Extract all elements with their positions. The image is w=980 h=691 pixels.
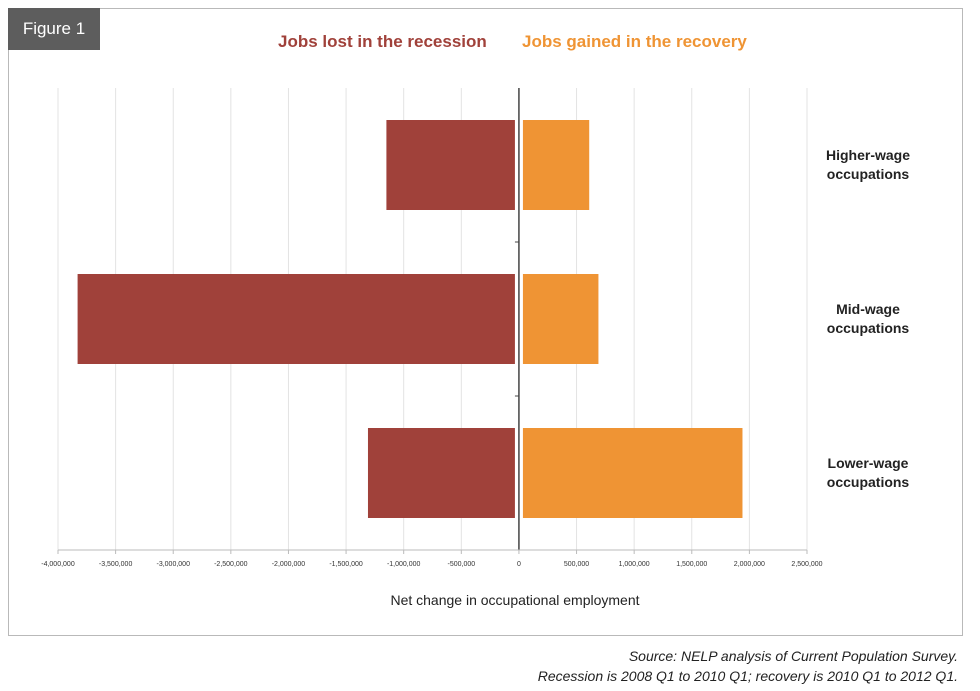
x-tick-label: -500,000 <box>447 561 475 568</box>
x-tick-label: 1,000,000 <box>619 561 650 568</box>
bar-jobs-lost <box>77 274 515 364</box>
x-tick-labels: -4,000,000 -3,500,000 -3,000,000 -2,500,000… <box>41 561 822 568</box>
category-label-line: Lower-wage <box>827 455 909 471</box>
bars <box>77 120 743 518</box>
x-tick-label: 500,000 <box>564 561 589 568</box>
x-tick-label: -1,500,000 <box>329 561 363 568</box>
x-tick-label: 0 <box>517 561 521 568</box>
category-label: Lower-wage occupations <box>788 454 948 492</box>
category-label-line: Higher-wage <box>825 147 910 163</box>
bar-jobs-lost <box>386 120 515 210</box>
x-tick-label: -1,000,000 <box>387 561 421 568</box>
x-tick-label: 2,500,000 <box>791 561 822 568</box>
bar-jobs-lost <box>367 428 515 518</box>
x-tick-label: 2,000,000 <box>734 561 765 568</box>
legend-jobs-gained: Jobs gained in the recovery <box>522 32 747 51</box>
bar-jobs-gained <box>522 274 599 364</box>
category-label-line: occupations <box>826 474 910 490</box>
x-tick-label: -4,000,000 <box>41 561 75 568</box>
category-label-line: occupations <box>826 166 910 182</box>
bar-jobs-gained <box>522 428 743 518</box>
category-label-line: occupations <box>826 320 910 336</box>
period-note: Recession is 2008 Q1 to 2010 Q1; recover… <box>537 668 958 684</box>
source-note: Source: NELP analysis of Current Populat… <box>628 648 958 664</box>
x-tick-label: -3,500,000 <box>99 561 133 568</box>
x-axis-label: Net change in occupational employment <box>390 592 640 608</box>
x-tick-label: -2,000,000 <box>272 561 306 568</box>
axes <box>57 88 808 554</box>
category-label: Higher-wage occupations <box>788 146 948 184</box>
legend-jobs-lost: Jobs lost in the recession <box>278 32 487 51</box>
category-label-line: Mid-wage <box>836 301 900 317</box>
x-tick-label: -3,000,000 <box>156 561 190 568</box>
figure-label: Figure 1 <box>8 8 100 50</box>
x-tick-label: 1,500,000 <box>676 561 707 568</box>
category-label: Mid-wage occupations <box>788 300 948 338</box>
x-tick-label: -2,500,000 <box>214 561 248 568</box>
bar-jobs-gained <box>522 120 590 210</box>
